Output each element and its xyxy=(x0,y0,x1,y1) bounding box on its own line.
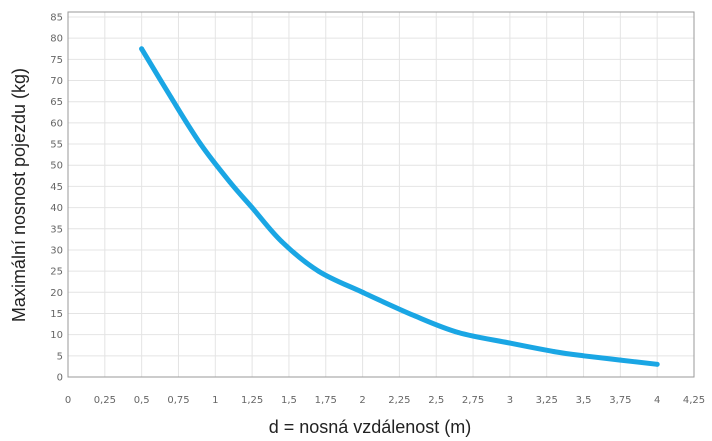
x-tick-label: 0,75 xyxy=(167,395,189,406)
y-tick-label: 80 xyxy=(50,34,63,45)
x-tick-label: 2,75 xyxy=(462,395,484,406)
x-tick-label: 0,25 xyxy=(94,395,116,406)
data-point xyxy=(198,141,203,147)
x-tick-label: 3,25 xyxy=(536,395,558,406)
data-point xyxy=(455,330,461,335)
y-tick-label: 75 xyxy=(50,55,63,66)
y-axis-title: Maximální nosnost pojezdu (kg) xyxy=(9,68,29,322)
x-tick-label: 1,25 xyxy=(241,395,263,406)
x-tick-label: 4,25 xyxy=(683,395,705,406)
data-point xyxy=(139,46,145,52)
y-tick-label: 35 xyxy=(50,224,63,235)
y-tick-label: 55 xyxy=(50,140,63,151)
data-point xyxy=(411,313,417,318)
plot-border xyxy=(67,11,695,378)
y-tick-label: 30 xyxy=(50,245,63,256)
y-tick-label: 65 xyxy=(50,97,63,108)
y-tick-label: 20 xyxy=(50,288,63,299)
chart-area-background xyxy=(68,12,694,377)
data-point xyxy=(581,353,586,359)
series-layer xyxy=(139,46,660,367)
data-point xyxy=(551,349,557,354)
x-tick-label: 3 xyxy=(507,395,513,406)
x-tick-label: 1,5 xyxy=(281,395,297,406)
data-point xyxy=(168,95,174,100)
y-tick-label: 45 xyxy=(50,182,63,193)
y-tick-label: 15 xyxy=(50,309,63,320)
y-tick-label: 0 xyxy=(57,373,63,384)
gridlines xyxy=(67,12,695,378)
y-tick-label: 10 xyxy=(50,330,63,341)
x-tick-label: 0 xyxy=(65,395,71,406)
x-tick-label: 4 xyxy=(654,395,660,406)
x-axis-title: d = nosná vzdálenost (m) xyxy=(269,417,472,437)
y-tick-label: 5 xyxy=(57,351,63,362)
x-tick-label: 2 xyxy=(359,395,365,406)
y-tick-label: 70 xyxy=(50,76,63,87)
y-tick-label: 85 xyxy=(50,13,63,24)
y-tick-label: 40 xyxy=(50,203,63,214)
y-tick-label: 50 xyxy=(50,161,63,172)
x-tick-label: 1,75 xyxy=(315,395,337,406)
data-point xyxy=(654,361,660,367)
data-point xyxy=(360,289,365,295)
data-point xyxy=(249,205,255,210)
y-axis-ticks: 0 5 10 15 20 25 30 35 40 45 50 55 60 65 70 75 80 85 xyxy=(50,13,63,384)
x-tick-label: 3,75 xyxy=(609,395,631,406)
x-tick-label: 2,5 xyxy=(428,395,444,406)
data-point xyxy=(617,357,623,363)
x-tick-label: 2,25 xyxy=(388,395,410,406)
data-point xyxy=(316,268,321,274)
data-point xyxy=(279,239,284,244)
x-tick-label: 3,5 xyxy=(576,395,592,406)
x-tick-label: 0,5 xyxy=(134,395,150,406)
data-point xyxy=(507,340,513,346)
x-axis-ticks: 0 0,25 0,5 0,75 1 1,25 1,5 1,75 2 2,25 2,5 2,75 3 3,2… xyxy=(65,395,705,406)
x-tick-label: 1 xyxy=(212,395,218,406)
y-tick-label: 25 xyxy=(50,267,63,278)
y-tick-label: 60 xyxy=(50,118,63,129)
data-point xyxy=(227,179,233,185)
